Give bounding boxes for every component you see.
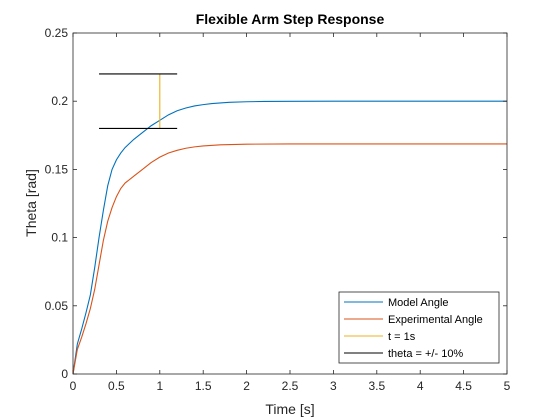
series-line-model-angle — [72, 100, 507, 375]
series-line-experimental-angle — [72, 143, 507, 375]
x-tick-label: 2 — [243, 379, 250, 393]
x-axis-label: Time [s] — [265, 401, 314, 417]
legend-label-t-1s: t = 1s — [388, 331, 416, 343]
x-tick-layer: 0 0.5 1 1.5 2 2.5 3 3.5 4 4.5 5 — [70, 33, 511, 393]
x-tick-label: 4 — [417, 379, 424, 393]
y-tick-label: 0.1 — [51, 231, 68, 245]
x-tick-label: 1.5 — [195, 379, 212, 393]
x-tick-label: 3.5 — [368, 379, 385, 393]
x-tick-label: 3 — [330, 379, 337, 393]
y-tick-label: 0 — [61, 367, 68, 381]
y-axis-label: Theta [rad] — [23, 169, 39, 237]
legend-label-experimental-angle: Experimental Angle — [388, 314, 483, 326]
chart-title: Flexible Arm Step Response — [196, 11, 385, 27]
legend-label-theta-10: theta = +/- 10% — [388, 348, 463, 360]
legend-label-model-angle: Model Angle — [388, 297, 449, 309]
x-tick-label: 4.5 — [455, 379, 472, 393]
x-tick-label: 0 — [70, 379, 77, 393]
y-tick-layer: 0 0.05 0.1 0.15 0.2 0.25 — [45, 26, 507, 381]
x-tick-label: 5 — [504, 379, 511, 393]
legend-entries: Model Angle Experimental Angle t = 1s theta… — [344, 297, 483, 360]
series-layer — [72, 73, 507, 375]
x-tick-label: 0.5 — [108, 379, 125, 393]
x-tick-label: 1 — [156, 379, 163, 393]
x-tick-label: 2.5 — [282, 379, 299, 393]
legend-box — [338, 291, 500, 364]
legend: Model Angle Experimental Angle t = 1s theta… — [338, 291, 500, 364]
y-tick-label: 0.15 — [45, 162, 69, 176]
y-tick-label: 0.2 — [51, 94, 68, 108]
y-tick-label: 0.05 — [45, 299, 69, 313]
y-tick-label: 0.25 — [45, 26, 69, 40]
